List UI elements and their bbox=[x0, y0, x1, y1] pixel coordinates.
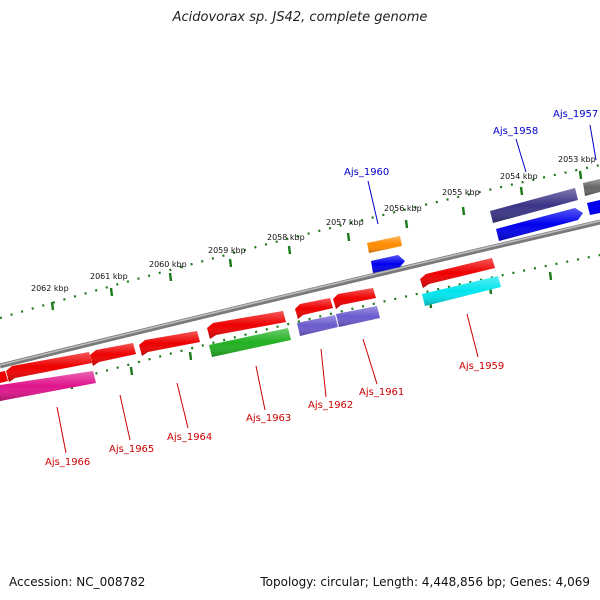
gene-ajs1961b[interactable] bbox=[336, 306, 380, 327]
outer-major-ticks bbox=[50, 170, 583, 311]
gene-ajs1963b[interactable] bbox=[209, 328, 291, 357]
kbp-label: 2061 kbp bbox=[90, 272, 128, 281]
kbp-label: 2055 kbp bbox=[442, 188, 480, 197]
gene-label-ajs1957: Ajs_1957 bbox=[553, 109, 598, 120]
gene-ajs1965[interactable] bbox=[90, 343, 136, 366]
map-title: Acidovorax sp. JS42, complete genome bbox=[172, 10, 428, 25]
kbp-label: 2056 kbp bbox=[384, 204, 422, 213]
gene-ajs1958b[interactable] bbox=[496, 208, 583, 241]
gene-ajs1966-left[interactable] bbox=[0, 371, 8, 383]
leader-lines bbox=[56, 124, 597, 454]
gene-ajs1963a[interactable] bbox=[207, 311, 286, 339]
kbp-label: 2060 kbp bbox=[149, 260, 187, 269]
gene-ajs1958[interactable] bbox=[490, 188, 578, 223]
gene-ajs1959a[interactable] bbox=[420, 258, 495, 288]
gene-label-ajs1960: Ajs_1960 bbox=[344, 167, 389, 178]
gene-ajs1957b[interactable] bbox=[587, 200, 600, 215]
gene-label-ajs1964: Ajs_1964 bbox=[167, 432, 212, 443]
gene-ajs1957[interactable] bbox=[583, 179, 600, 196]
kbp-label: 2057 kbp bbox=[326, 218, 364, 227]
gene-ajs1962a[interactable] bbox=[295, 298, 333, 319]
gene-label-ajs1961: Ajs_1961 bbox=[359, 387, 404, 398]
kbp-label: 2059 kbp bbox=[208, 246, 246, 255]
gene-label-ajs1965: Ajs_1965 bbox=[109, 444, 154, 455]
gene-label-ajs1959: Ajs_1959 bbox=[459, 361, 504, 372]
kbp-label: 2054 kbp bbox=[500, 172, 538, 181]
gene-ajs1960a[interactable] bbox=[367, 236, 402, 253]
kbp-label: 2058 kbp bbox=[267, 233, 305, 242]
gene-ajs1966b[interactable] bbox=[0, 371, 96, 401]
kbp-label: 2053 kbp bbox=[558, 155, 596, 164]
topology-text: Topology: circular; Length: 4,448,856 bp… bbox=[260, 575, 590, 589]
gene-label-ajs1962: Ajs_1962 bbox=[308, 400, 353, 411]
accession-text: Accession: NC_008782 bbox=[9, 575, 146, 589]
gene-ajs1961a[interactable] bbox=[333, 288, 376, 309]
gene-ajs1959b[interactable] bbox=[422, 276, 501, 306]
gene-label-ajs1958: Ajs_1958 bbox=[493, 126, 538, 137]
gene-label-ajs1963: Ajs_1963 bbox=[246, 413, 291, 424]
gene-ajs1962b[interactable] bbox=[297, 315, 338, 336]
gene-label-ajs1966: Ajs_1966 bbox=[45, 457, 90, 468]
kbp-label: 2062 kbp bbox=[31, 284, 69, 293]
gene-ajs1964[interactable] bbox=[139, 331, 200, 356]
gene-ajs1960b[interactable] bbox=[371, 255, 405, 273]
genome-backbone bbox=[0, 219, 600, 369]
gene-ajs1966a[interactable] bbox=[6, 352, 92, 382]
